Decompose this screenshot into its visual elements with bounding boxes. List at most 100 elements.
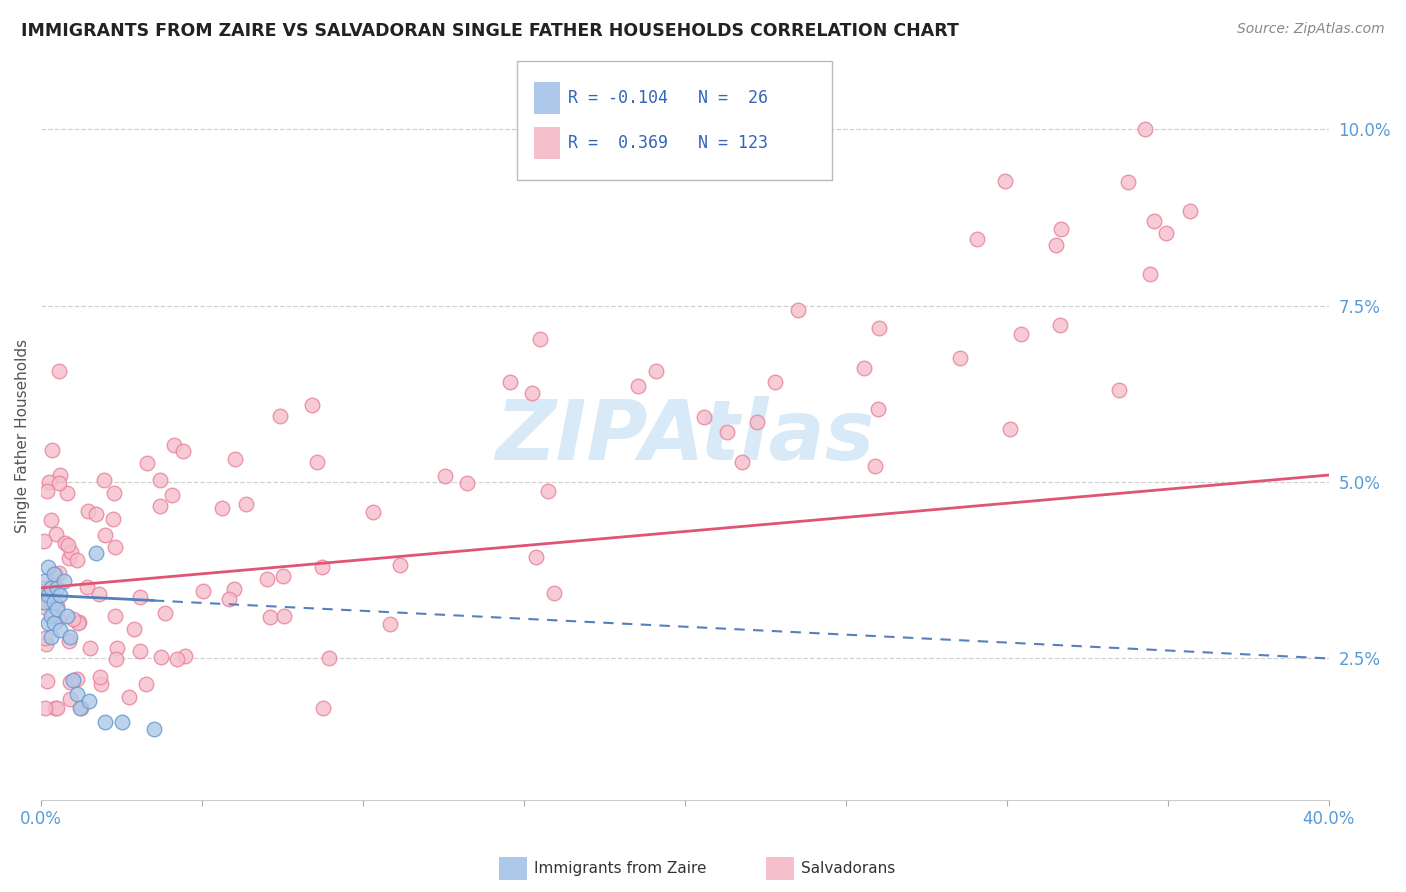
Point — [305, 454, 328, 468]
Point — [66, 615, 89, 630]
Point — [65, 687, 87, 701]
Point — [103, 512, 125, 526]
Point — [627, 379, 650, 393]
Point — [41, 442, 63, 457]
Point — [49, 588, 72, 602]
Point — [318, 651, 340, 665]
Point — [56, 609, 79, 624]
Point — [42, 566, 65, 581]
Point — [763, 376, 786, 390]
Point — [863, 459, 886, 474]
Point — [48, 475, 70, 490]
Point — [38, 592, 60, 607]
Point — [218, 591, 240, 606]
Point — [1108, 384, 1130, 398]
Point — [163, 437, 186, 451]
Point — [256, 572, 278, 586]
Point — [62, 673, 84, 687]
Text: ZIPAtlas: ZIPAtlas — [495, 396, 875, 476]
Point — [37, 559, 59, 574]
Point — [747, 415, 769, 429]
Point — [868, 401, 890, 416]
Point — [105, 652, 128, 666]
Point — [94, 527, 117, 541]
Point — [37, 584, 59, 599]
Point — [45, 527, 67, 541]
Point — [524, 549, 547, 564]
Point — [59, 692, 82, 706]
Point — [160, 488, 183, 502]
Point — [105, 641, 128, 656]
Point — [191, 583, 214, 598]
Point — [34, 600, 56, 615]
Point — [312, 701, 335, 715]
Point — [389, 558, 412, 572]
Point — [949, 351, 972, 365]
Point — [35, 674, 58, 689]
Point — [37, 616, 59, 631]
Point — [39, 609, 62, 624]
Point — [378, 617, 401, 632]
Point — [868, 320, 890, 334]
Point — [39, 581, 62, 595]
Point — [136, 456, 159, 470]
Point — [716, 425, 738, 439]
Point — [103, 486, 125, 500]
Point — [645, 364, 668, 378]
Point — [59, 630, 82, 644]
Point — [76, 580, 98, 594]
Point — [79, 641, 101, 656]
Point — [104, 540, 127, 554]
Point — [37, 588, 59, 602]
Point — [311, 560, 333, 574]
Point — [34, 631, 56, 645]
Text: R =  0.369   N = 123: R = 0.369 N = 123 — [568, 134, 768, 152]
Point — [48, 566, 70, 580]
Point — [456, 475, 478, 490]
Point — [994, 174, 1017, 188]
Point — [42, 616, 65, 631]
Point — [46, 602, 69, 616]
Point — [42, 595, 65, 609]
Point — [67, 615, 90, 629]
Point — [35, 637, 58, 651]
Point — [1116, 175, 1139, 189]
Point — [536, 483, 558, 498]
Point — [1010, 326, 1032, 341]
Point — [224, 452, 246, 467]
Point — [543, 586, 565, 600]
Point — [1000, 422, 1022, 436]
Point — [499, 376, 522, 390]
Point — [1049, 222, 1071, 236]
Point — [149, 473, 172, 487]
Point — [529, 332, 551, 346]
Point — [56, 538, 79, 552]
Point — [787, 302, 810, 317]
Point — [273, 568, 295, 582]
Point — [66, 553, 89, 567]
Point — [522, 385, 544, 400]
Point — [79, 694, 101, 708]
Point — [84, 546, 107, 560]
Point — [34, 582, 56, 596]
Point — [1178, 204, 1201, 219]
Point — [434, 469, 457, 483]
Point — [34, 533, 56, 548]
Point — [1049, 318, 1071, 332]
Point — [693, 410, 716, 425]
Point — [69, 701, 91, 715]
Point — [49, 468, 72, 483]
Text: IMMIGRANTS FROM ZAIRE VS SALVADORAN SINGLE FATHER HOUSEHOLDS CORRELATION CHART: IMMIGRANTS FROM ZAIRE VS SALVADORAN SING… — [21, 22, 959, 40]
Point — [94, 714, 117, 729]
Point — [363, 505, 385, 519]
Text: Immigrants from Zaire: Immigrants from Zaire — [534, 862, 707, 876]
Point — [1143, 214, 1166, 228]
Point — [89, 587, 111, 601]
Y-axis label: Single Father Households: Single Father Households — [15, 339, 30, 533]
Text: R = -0.104   N =  26: R = -0.104 N = 26 — [568, 89, 768, 107]
Point — [62, 612, 84, 626]
Point — [58, 634, 80, 648]
Point — [53, 536, 76, 550]
Point — [269, 409, 291, 423]
Point — [153, 607, 176, 621]
